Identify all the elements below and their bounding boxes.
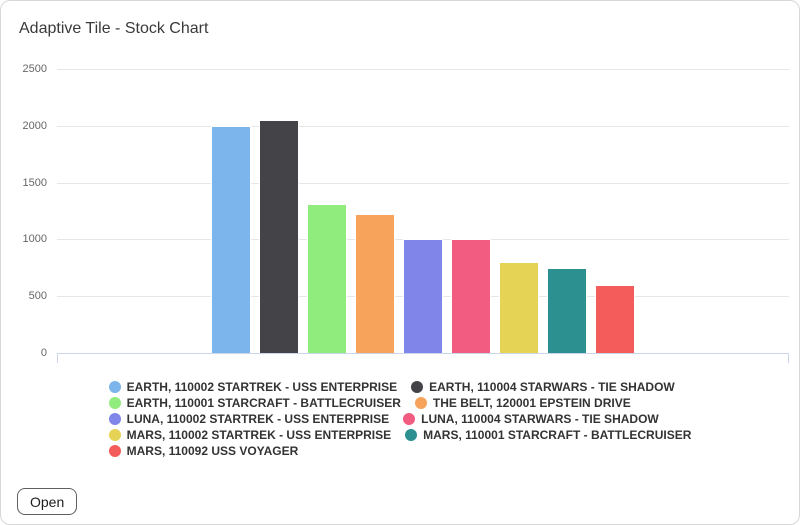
legend-row: EARTH, 110002 STARTREK - USS ENTERPRISE E… xyxy=(102,379,699,395)
legend-item-1[interactable]: EARTH, 110002 STARTREK - USS ENTERPRISE xyxy=(108,379,398,395)
x-axis-tick xyxy=(57,353,58,363)
chart-bar-1[interactable] xyxy=(211,125,251,353)
y-axis-label: 500 xyxy=(28,290,47,303)
open-button[interactable]: Open xyxy=(17,488,78,515)
chart-bar-6[interactable] xyxy=(451,239,491,353)
legend-marker-icon xyxy=(403,413,416,425)
chart-plot-area xyxy=(57,69,789,363)
bar-group xyxy=(211,120,635,353)
legend-row: MARS, 110002 STARTREK - USS ENTERPRISE MA… xyxy=(102,427,699,443)
legend-item-6[interactable]: LUNA, 110004 STARWARS - TIE SHADOW xyxy=(403,411,659,427)
legend-item-3[interactable]: EARTH, 110001 STARCRAFT - BATTLECRUISER xyxy=(108,395,401,411)
legend-item-9[interactable]: MARS, 110092 USS VOYAGER xyxy=(108,443,299,459)
chart-bar-7[interactable] xyxy=(499,262,539,353)
legend-item-7[interactable]: MARS, 110002 STARTREK - USS ENTERPRISE xyxy=(108,427,392,443)
legend-item-8[interactable]: MARS, 110001 STARCRAFT - BATTLECRUISER xyxy=(405,427,691,443)
legend-marker-icon xyxy=(108,445,121,457)
chart-bar-8[interactable] xyxy=(547,267,587,353)
x-axis-tick xyxy=(788,353,789,363)
legend-item-2[interactable]: EARTH, 110004 STARWARS - TIE SHADOW xyxy=(411,379,675,395)
legend-marker-icon xyxy=(108,429,121,441)
y-axis-label: 1500 xyxy=(22,176,47,189)
legend-marker-icon xyxy=(108,413,121,425)
legend-row: LUNA, 110002 STARTREK - USS ENTERPRISE LU… xyxy=(102,411,699,427)
gridline xyxy=(57,125,789,127)
legend-item-label: MARS, 110092 USS VOYAGER xyxy=(126,444,299,458)
y-axis-label: 2000 xyxy=(22,119,47,132)
legend-item-label: EARTH, 110002 STARTREK - USS ENTERPRISE xyxy=(126,380,398,394)
legend-row: MARS, 110092 USS VOYAGER xyxy=(102,443,699,459)
chart-bar-3[interactable] xyxy=(307,204,347,353)
chart-bar-4[interactable] xyxy=(355,214,395,353)
legend-marker-icon xyxy=(414,397,427,409)
legend-item-label: LUNA, 110002 STARTREK - USS ENTERPRISE xyxy=(126,412,390,426)
legend-item-label: MARS, 110002 STARTREK - USS ENTERPRISE xyxy=(126,428,392,442)
legend-item-5[interactable]: LUNA, 110002 STARTREK - USS ENTERPRISE xyxy=(108,411,390,427)
gridline xyxy=(57,182,789,184)
legend-marker-icon xyxy=(108,397,121,409)
legend-row: EARTH, 110001 STARCRAFT - BATTLECRUISER T… xyxy=(102,395,699,411)
chart-legend: EARTH, 110002 STARTREK - USS ENTERPRISE E… xyxy=(1,379,799,459)
legend-item-label: EARTH, 110001 STARCRAFT - BATTLECRUISER xyxy=(126,396,401,410)
legend-item-label: EARTH, 110004 STARWARS - TIE SHADOW xyxy=(429,380,675,394)
chart-bar-2[interactable] xyxy=(259,120,299,353)
chart-bar-5[interactable] xyxy=(403,239,443,353)
legend-marker-icon xyxy=(405,429,418,441)
legend-item-4[interactable]: THE BELT, 120001 EPSTEIN DRIVE xyxy=(414,395,631,411)
legend-item-label: MARS, 110001 STARCRAFT - BATTLECRUISER xyxy=(423,428,692,442)
y-axis-label: 2500 xyxy=(22,63,47,75)
legend-item-label: LUNA, 110004 STARWARS - TIE SHADOW xyxy=(421,412,659,426)
chart-bar-9[interactable] xyxy=(595,284,635,353)
y-axis-label: 0 xyxy=(40,347,47,359)
gridline xyxy=(57,69,789,70)
y-axis-label: 1000 xyxy=(22,233,47,246)
legend-item-label: THE BELT, 120001 EPSTEIN DRIVE xyxy=(432,396,631,410)
legend-marker-icon xyxy=(108,381,121,393)
legend-marker-icon xyxy=(411,381,424,393)
page-title: Adaptive Tile - Stock Chart xyxy=(19,20,209,37)
